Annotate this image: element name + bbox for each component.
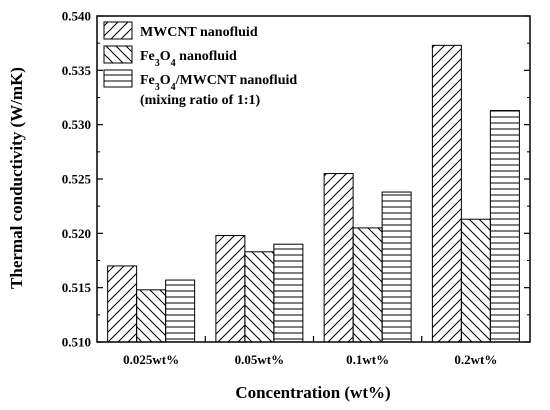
- bar-1-0.025wt%: [107, 265, 138, 343]
- bar-2-0.2wt%: [460, 218, 491, 343]
- bar-3-0.05wt%: [273, 243, 304, 343]
- y-tick-label: 0.515: [62, 280, 92, 295]
- bar-3-0.2wt%: [489, 110, 520, 343]
- legend-swatch-3: [103, 69, 133, 88]
- y-tick-label: 0.520: [62, 226, 91, 241]
- legend-swatch-2: [103, 45, 133, 64]
- legend-swatch-1: [103, 21, 133, 40]
- x-tick-label: 0.025wt%: [123, 352, 179, 367]
- y-tick-label: 0.540: [62, 9, 91, 24]
- legend-label: Fe3O4 nanofluid: [140, 49, 237, 69]
- bar-3-0.1wt%: [381, 191, 412, 343]
- y-tick-label: 0.530: [62, 117, 91, 132]
- bar-2-0.05wt%: [244, 251, 275, 343]
- bar-1-0.1wt%: [323, 173, 354, 343]
- y-tick-label: 0.535: [62, 63, 92, 78]
- x-tick-label: 0.2wt%: [454, 352, 497, 367]
- bar-3-0.025wt%: [165, 279, 196, 343]
- bar-2-0.025wt%: [136, 289, 167, 343]
- bar-1-0.05wt%: [215, 235, 246, 343]
- legend-label: Fe3O4/MWCNT nanofluid: [140, 73, 297, 93]
- x-axis-title: Concentration (wt%): [235, 383, 390, 402]
- y-axis-title: Thermal conductivity (W/mK): [7, 67, 26, 289]
- bars-layer: [107, 44, 520, 343]
- legend: MWCNT nanofluid Fe3O4 nanofluid Fe3O4/MWCN…: [103, 21, 297, 108]
- bar-1-0.2wt%: [431, 44, 462, 343]
- axes-layer: 0.510 0.515 0.520 0.525 0.530 0.535 0.540 0.025…: [62, 9, 531, 367]
- x-tick-label: 0.05wt%: [235, 352, 284, 367]
- legend-label: MWCNT nanofluid: [140, 25, 258, 40]
- y-tick-label: 0.525: [62, 172, 92, 187]
- x-tick-label: 0.1wt%: [346, 352, 389, 367]
- bar-2-0.1wt%: [352, 227, 383, 343]
- legend-note: (mixing ratio of 1:1): [140, 93, 260, 108]
- y-tick-label: 0.510: [62, 335, 91, 350]
